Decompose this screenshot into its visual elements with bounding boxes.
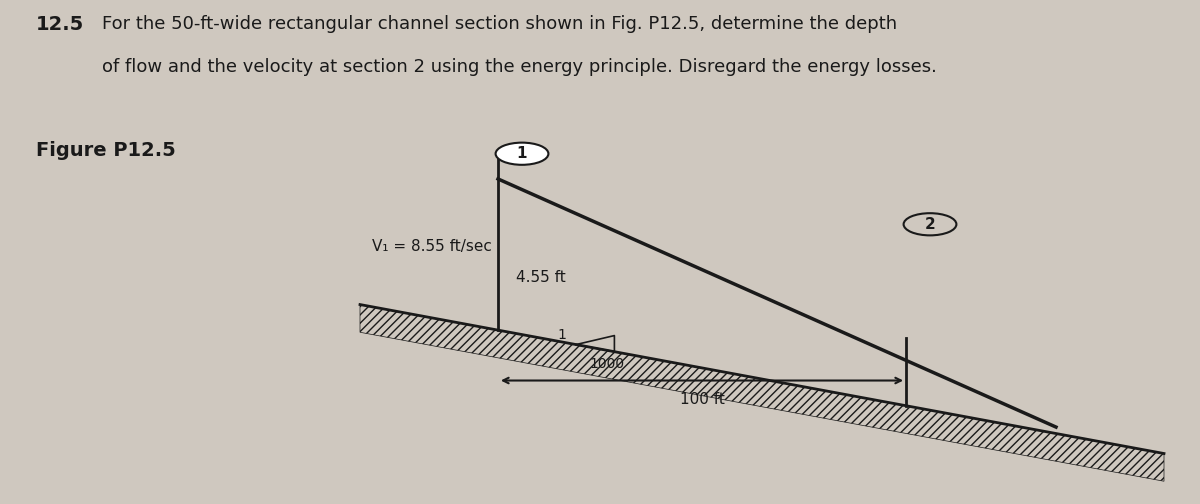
Text: 12.5: 12.5 [36, 15, 84, 34]
Text: 1000: 1000 [589, 357, 625, 371]
Text: of flow and the velocity at section 2 using the energy principle. Disregard the : of flow and the velocity at section 2 us… [102, 58, 937, 76]
Text: Figure P12.5: Figure P12.5 [36, 141, 175, 160]
Text: 4.55 ft: 4.55 ft [516, 270, 565, 285]
Text: 1: 1 [558, 328, 566, 342]
Circle shape [496, 143, 548, 165]
Text: V₁ = 8.55 ft/sec: V₁ = 8.55 ft/sec [372, 239, 492, 255]
Text: 100 ft: 100 ft [679, 392, 725, 407]
Text: For the 50-ft-wide rectangular channel section shown in Fig. P12.5, determine th: For the 50-ft-wide rectangular channel s… [102, 15, 898, 33]
Text: 1: 1 [517, 146, 527, 161]
Circle shape [904, 213, 956, 235]
Text: 2: 2 [925, 217, 935, 232]
